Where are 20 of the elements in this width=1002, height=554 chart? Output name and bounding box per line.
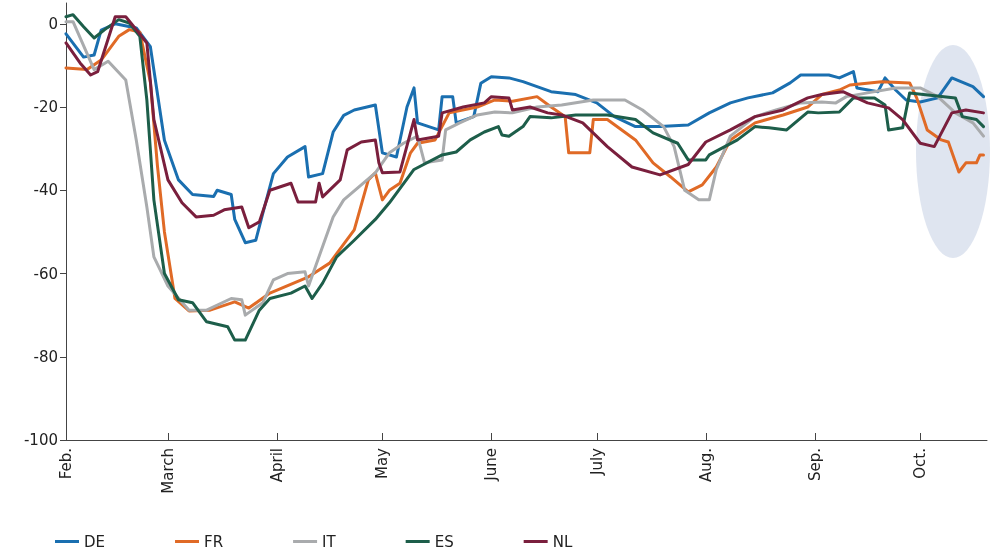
- y-tick-label: -60: [33, 264, 58, 283]
- x-tick-label: Oct.: [911, 448, 930, 479]
- legend-label: ES: [434, 532, 454, 551]
- x-tick-label: March: [158, 448, 177, 494]
- x-tick-label: Aug.: [696, 448, 715, 483]
- legend-label: DE: [84, 532, 106, 551]
- y-tick-label: -40: [33, 181, 58, 200]
- y-tick-label: -100: [23, 431, 58, 449]
- x-tick-label: July: [587, 447, 606, 476]
- y-tick-label: -20: [33, 98, 58, 117]
- x-tick-label: Feb.: [57, 448, 75, 480]
- legend-label: FR: [204, 532, 224, 551]
- x-tick-label: May: [373, 447, 392, 480]
- y-tick-label: 0: [48, 14, 58, 33]
- x-tick-label: April: [267, 448, 286, 483]
- y-tick-label: -80: [33, 347, 58, 366]
- x-tick-label: June: [482, 448, 501, 482]
- legend-label: NL: [552, 532, 573, 551]
- x-tick-label: Sep.: [805, 448, 824, 482]
- legend-label: IT: [322, 532, 337, 551]
